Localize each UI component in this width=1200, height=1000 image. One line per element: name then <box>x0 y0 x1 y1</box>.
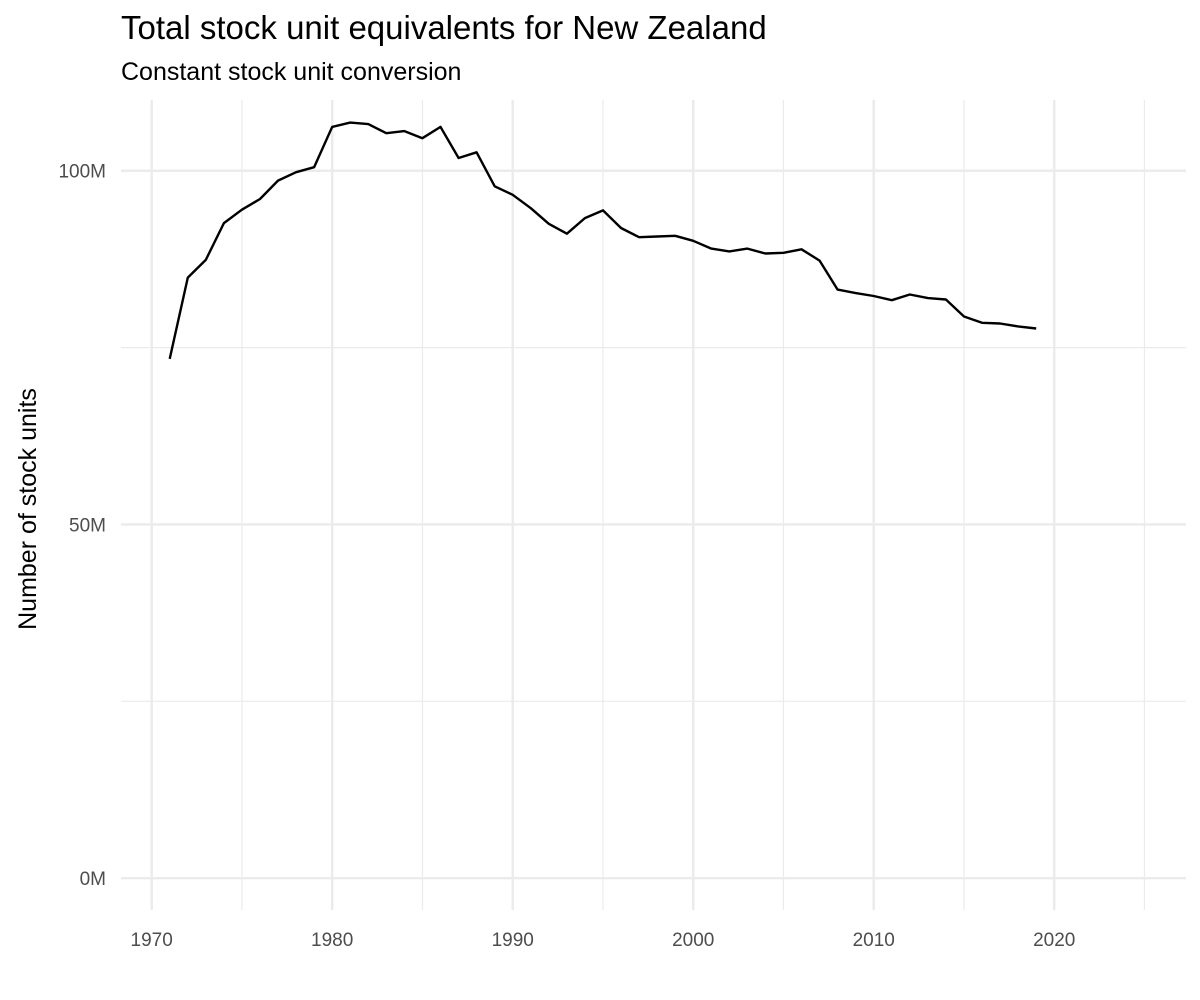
x-tick-label: 2020 <box>1033 930 1075 951</box>
y-tick-label: 100M <box>58 162 106 183</box>
y-tick-label: 50M <box>69 515 106 536</box>
major-gridlines <box>121 100 1186 910</box>
chart-title: Total stock unit equivalents for New Zea… <box>121 9 767 46</box>
minor-gridlines <box>121 100 1186 910</box>
series-layer <box>168 121 1037 360</box>
x-axis-tick-labels: 1970 1980 1990 2000 2010 2020 <box>131 930 1076 951</box>
y-tick-label: 0M <box>80 869 106 890</box>
y-axis-title: Number of stock units <box>14 388 42 630</box>
series-line <box>168 121 1037 360</box>
y-axis-tick-labels: 0M 50M 100M <box>58 162 106 890</box>
x-tick-label: 1990 <box>492 930 534 951</box>
x-tick-label: 2000 <box>672 930 714 951</box>
chart-subtitle: Constant stock unit conversion <box>121 58 462 86</box>
x-tick-label: 1980 <box>311 930 353 951</box>
x-tick-label: 2010 <box>853 930 895 951</box>
x-tick-label: 1970 <box>131 930 173 951</box>
